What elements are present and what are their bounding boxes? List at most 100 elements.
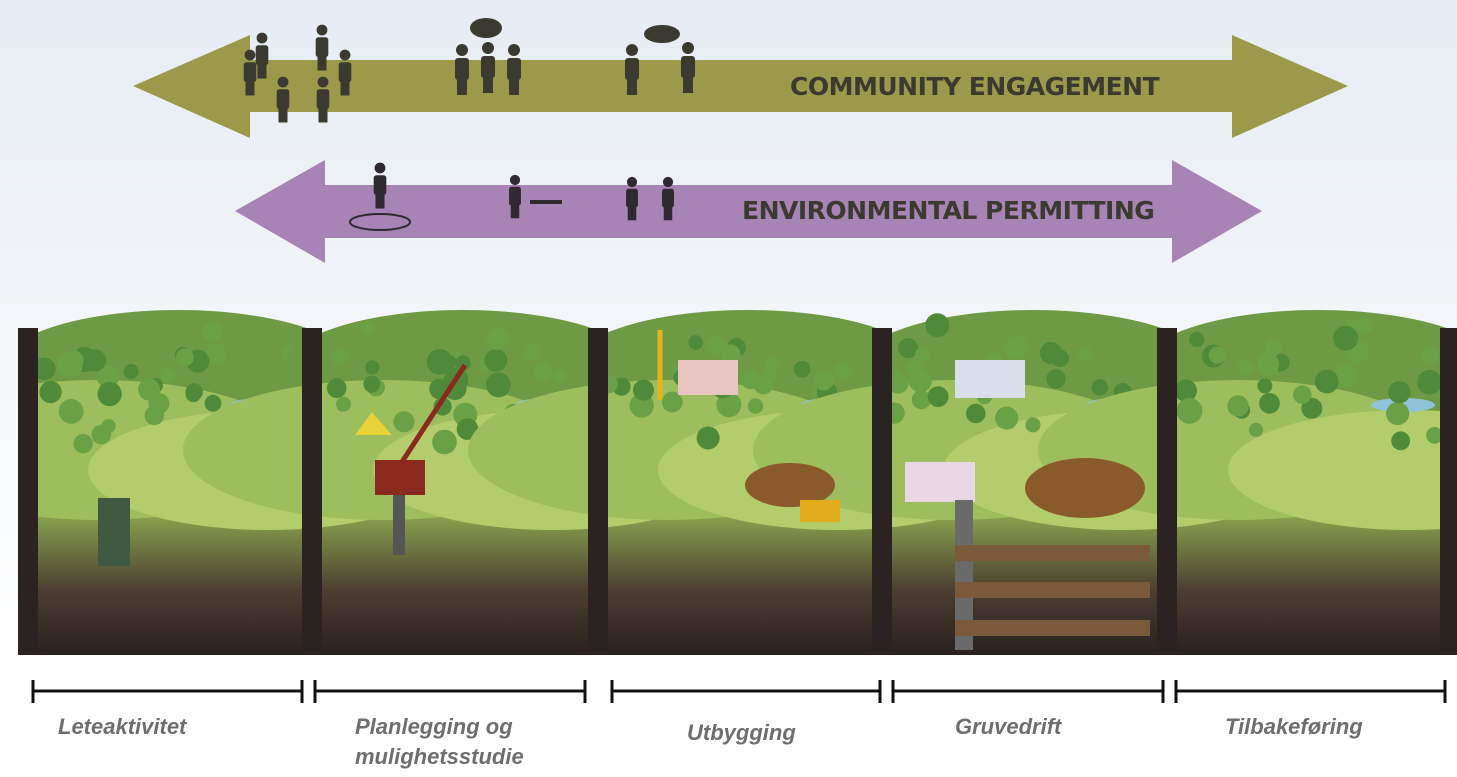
building bbox=[678, 360, 738, 395]
tree bbox=[909, 369, 932, 392]
mine-tunnel bbox=[955, 545, 1150, 561]
drill-base bbox=[375, 460, 425, 495]
tree bbox=[59, 399, 84, 424]
icon-body bbox=[625, 58, 639, 80]
speech-bubble bbox=[470, 18, 502, 38]
stage-label: Leteaktivitet bbox=[58, 712, 278, 742]
icon-body bbox=[374, 175, 387, 195]
icon-head bbox=[318, 77, 329, 88]
tree bbox=[487, 328, 509, 350]
icon-legs bbox=[341, 81, 350, 95]
tree bbox=[1249, 423, 1263, 437]
icon-body bbox=[626, 189, 638, 208]
tree bbox=[1293, 385, 1312, 404]
tree bbox=[633, 380, 654, 401]
arrow-label: COMMUNITY ENGAGEMENT bbox=[790, 72, 1160, 101]
arrow-label: ENVIRONMENTAL PERMITTING bbox=[742, 196, 1154, 225]
icon-head bbox=[627, 177, 637, 187]
tree bbox=[160, 368, 175, 383]
tree bbox=[176, 348, 194, 366]
landscape bbox=[0, 310, 1457, 655]
icon-body bbox=[455, 58, 469, 80]
tree bbox=[148, 393, 169, 414]
post bbox=[1157, 328, 1177, 655]
tree bbox=[794, 361, 811, 378]
icon-head bbox=[257, 33, 268, 44]
icon-body bbox=[256, 45, 269, 65]
post bbox=[1440, 328, 1457, 655]
building bbox=[905, 462, 975, 502]
tree bbox=[925, 313, 949, 337]
tree bbox=[486, 372, 511, 397]
tree bbox=[1386, 402, 1409, 425]
tree bbox=[697, 426, 720, 449]
mine-tunnel bbox=[955, 582, 1150, 598]
icon-head bbox=[626, 44, 638, 56]
drill-core bbox=[98, 498, 130, 566]
tree bbox=[912, 390, 931, 409]
tree bbox=[1259, 393, 1280, 414]
icon-body bbox=[277, 89, 290, 109]
tree bbox=[1025, 417, 1040, 432]
icon-body bbox=[481, 56, 495, 78]
drill-shaft bbox=[393, 495, 405, 555]
icon-legs bbox=[511, 205, 520, 219]
tree bbox=[1315, 370, 1339, 394]
icon-body bbox=[317, 89, 330, 109]
tree bbox=[1333, 326, 1358, 351]
tree bbox=[835, 363, 852, 380]
post bbox=[588, 328, 608, 655]
tree bbox=[327, 378, 347, 398]
icon-head bbox=[317, 25, 328, 36]
tree bbox=[1257, 353, 1279, 375]
stage-label: Gruvedrift bbox=[955, 712, 1175, 742]
icon-head bbox=[278, 77, 289, 88]
tree bbox=[1388, 381, 1410, 403]
icon-body bbox=[507, 58, 521, 80]
icon-head bbox=[375, 163, 386, 174]
icon-legs bbox=[246, 81, 255, 95]
tree bbox=[765, 356, 780, 371]
tree bbox=[1357, 319, 1373, 335]
post bbox=[872, 328, 892, 655]
icon-legs bbox=[258, 64, 267, 78]
stage-label: Tilbakeføring bbox=[1225, 712, 1445, 742]
icon-head bbox=[456, 44, 468, 56]
tree bbox=[1040, 342, 1062, 364]
icon-body bbox=[509, 187, 521, 206]
building bbox=[955, 360, 1025, 398]
tree bbox=[205, 395, 222, 412]
table bbox=[530, 200, 562, 204]
icon-head bbox=[245, 50, 256, 61]
tree bbox=[40, 381, 62, 403]
tree bbox=[552, 369, 567, 384]
tree bbox=[1209, 346, 1226, 363]
icon-body bbox=[681, 56, 695, 78]
tree bbox=[1005, 336, 1028, 359]
tree bbox=[332, 349, 349, 366]
icon-body bbox=[339, 62, 352, 82]
icon-head bbox=[508, 44, 520, 56]
icon-legs bbox=[628, 207, 637, 221]
tree bbox=[1189, 332, 1204, 347]
icon-head bbox=[482, 42, 494, 54]
post bbox=[302, 328, 322, 655]
icon-body bbox=[244, 62, 257, 82]
tree bbox=[360, 321, 375, 336]
tree bbox=[1421, 346, 1439, 364]
tree bbox=[64, 350, 83, 369]
tree bbox=[748, 398, 763, 413]
tree bbox=[1176, 398, 1202, 424]
tree bbox=[432, 430, 457, 455]
tree bbox=[84, 349, 106, 371]
page: COMMUNITY ENGAGEMENT ENVIRONMENTAL PERMI… bbox=[0, 0, 1457, 777]
icon-legs bbox=[683, 77, 693, 93]
timeline bbox=[33, 680, 1445, 703]
speech-bubble bbox=[644, 25, 680, 43]
icon-body bbox=[316, 37, 329, 57]
icon-body bbox=[662, 189, 674, 208]
tree bbox=[1092, 379, 1108, 395]
tree bbox=[97, 382, 121, 406]
tree bbox=[1046, 369, 1066, 389]
icon-legs bbox=[509, 79, 519, 95]
